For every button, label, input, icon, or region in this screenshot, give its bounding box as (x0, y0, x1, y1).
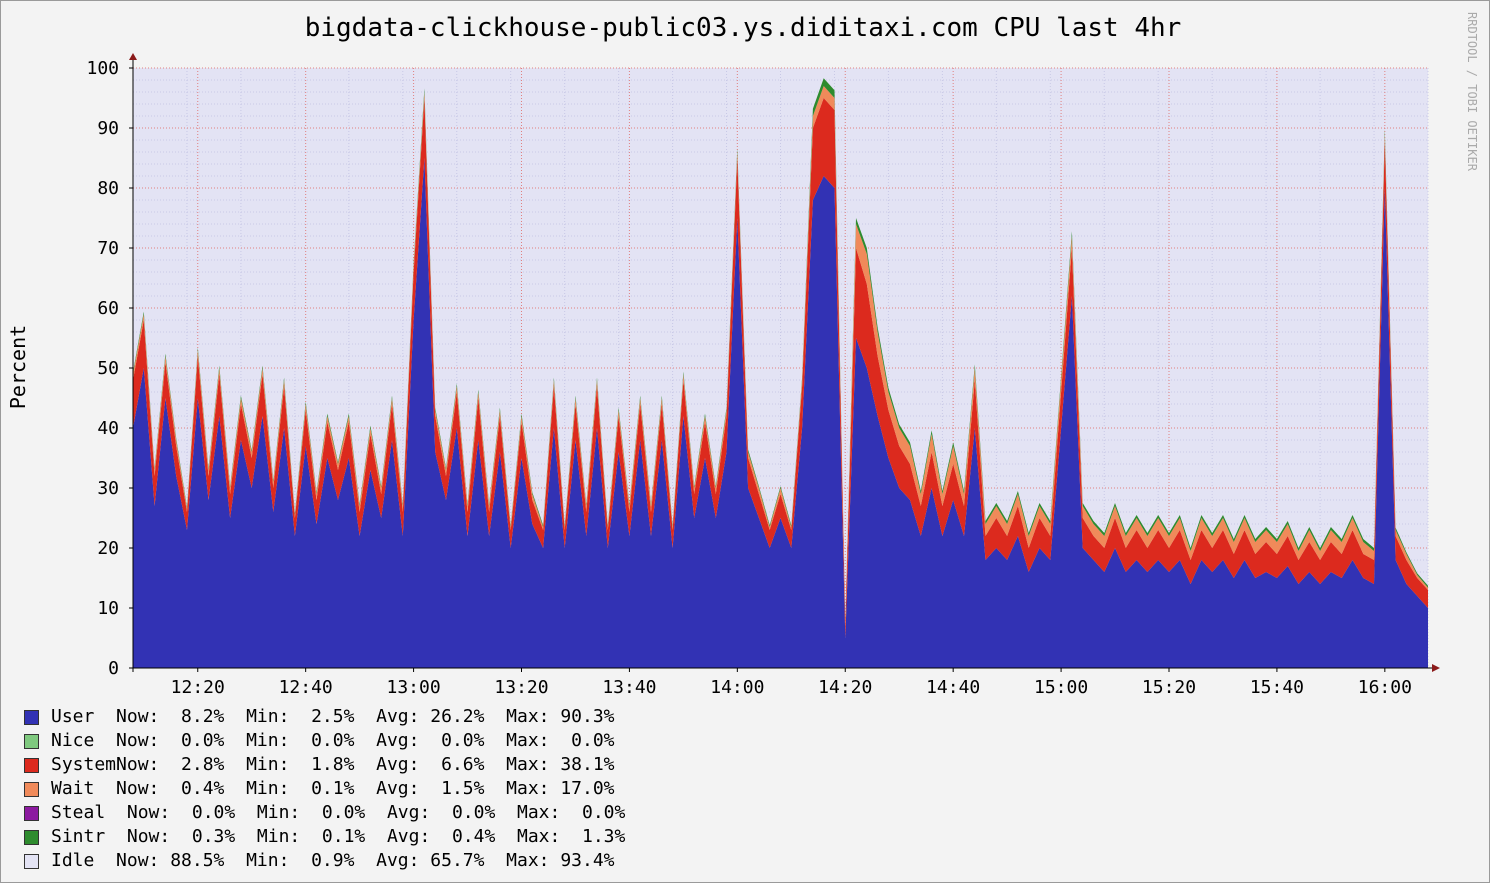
y-tick-label: 100 (86, 58, 119, 79)
legend: User Now: 8.2% Min: 2.5% Avg: 26.2% Max:… (24, 705, 625, 873)
x-tick-label: 13:00 (386, 677, 440, 698)
x-tick-label: 13:40 (602, 677, 656, 698)
legend-item-sintr: Sintr Now: 0.3% Min: 0.1% Avg: 0.4% Max:… (24, 825, 625, 849)
x-tick-label: 14:00 (710, 677, 764, 698)
y-tick-label: 0 (108, 658, 119, 679)
rrdtool-watermark: RRDTOOL / TOBI OETIKER (1465, 12, 1479, 172)
x-tick-label: 14:40 (926, 677, 980, 698)
x-tick-label: 12:20 (171, 677, 225, 698)
legend-item-idle: Idle Now: 88.5% Min: 0.9% Avg: 65.7% Max… (24, 849, 625, 873)
legend-text: User Now: 8.2% Min: 2.5% Avg: 26.2% Max:… (51, 706, 615, 727)
series-area-system (133, 98, 1428, 638)
series-area-user (133, 158, 1428, 668)
legend-text: Wait Now: 0.4% Min: 0.1% Avg: 1.5% Max: … (51, 778, 615, 799)
legend-text: SystemNow: 2.8% Min: 1.8% Avg: 6.6% Max:… (51, 754, 615, 775)
y-tick-label: 20 (97, 538, 119, 559)
legend-item-steal: Steal Now: 0.0% Min: 0.0% Avg: 0.0% Max:… (24, 801, 625, 825)
legend-swatch (24, 733, 39, 749)
y-tick-label: 30 (97, 478, 119, 499)
y-tick-label: 70 (97, 238, 119, 259)
series-layer (133, 78, 1428, 668)
legend-swatch (24, 709, 39, 725)
x-tick-label: 13:20 (494, 677, 548, 698)
legend-item-user: User Now: 8.2% Min: 2.5% Avg: 26.2% Max:… (24, 705, 625, 729)
legend-item-wait: Wait Now: 0.4% Min: 0.1% Avg: 1.5% Max: … (24, 777, 625, 801)
x-tick-label: 16:00 (1358, 677, 1412, 698)
y-axis-arrow (129, 53, 137, 60)
legend-swatch (24, 853, 39, 869)
legend-item-nice: Nice Now: 0.0% Min: 0.0% Avg: 0.0% Max: … (24, 729, 625, 753)
y-tick-label: 40 (97, 418, 119, 439)
legend-text: Steal Now: 0.0% Min: 0.0% Avg: 0.0% Max:… (51, 802, 626, 823)
y-tick-label: 80 (97, 178, 119, 199)
chart-title: bigdata-clickhouse-public03.ys.diditaxi.… (305, 13, 1182, 43)
legend-swatch (24, 781, 39, 797)
y-tick-label: 10 (97, 598, 119, 619)
x-tick-label: 12:40 (279, 677, 333, 698)
legend-swatch (24, 757, 39, 773)
x-tick-label: 15:20 (1142, 677, 1196, 698)
x-axis-arrow (1432, 664, 1440, 672)
legend-swatch (24, 805, 39, 821)
legend-text: Sintr Now: 0.3% Min: 0.1% Avg: 0.4% Max:… (51, 826, 626, 847)
y-axis-label: Percent (6, 325, 30, 409)
legend-text: Nice Now: 0.0% Min: 0.0% Avg: 0.0% Max: … (51, 730, 615, 751)
tick-label-layer: 0 10 20 30 40 50 60 70 80 90 100 12:20 12:40 13:00 13:… (86, 58, 1411, 698)
x-tick-label: 15:40 (1250, 677, 1304, 698)
x-tick-label: 14:20 (818, 677, 872, 698)
legend-text: Idle Now: 88.5% Min: 0.9% Avg: 65.7% Max… (51, 850, 615, 871)
axis-layer (129, 53, 1440, 672)
y-tick-label: 90 (97, 118, 119, 139)
y-tick-label: 60 (97, 298, 119, 319)
y-tick-label: 50 (97, 358, 119, 379)
legend-swatch (24, 829, 39, 845)
x-tick-label: 15:00 (1034, 677, 1088, 698)
legend-item-system: SystemNow: 2.8% Min: 1.8% Avg: 6.6% Max:… (24, 753, 625, 777)
